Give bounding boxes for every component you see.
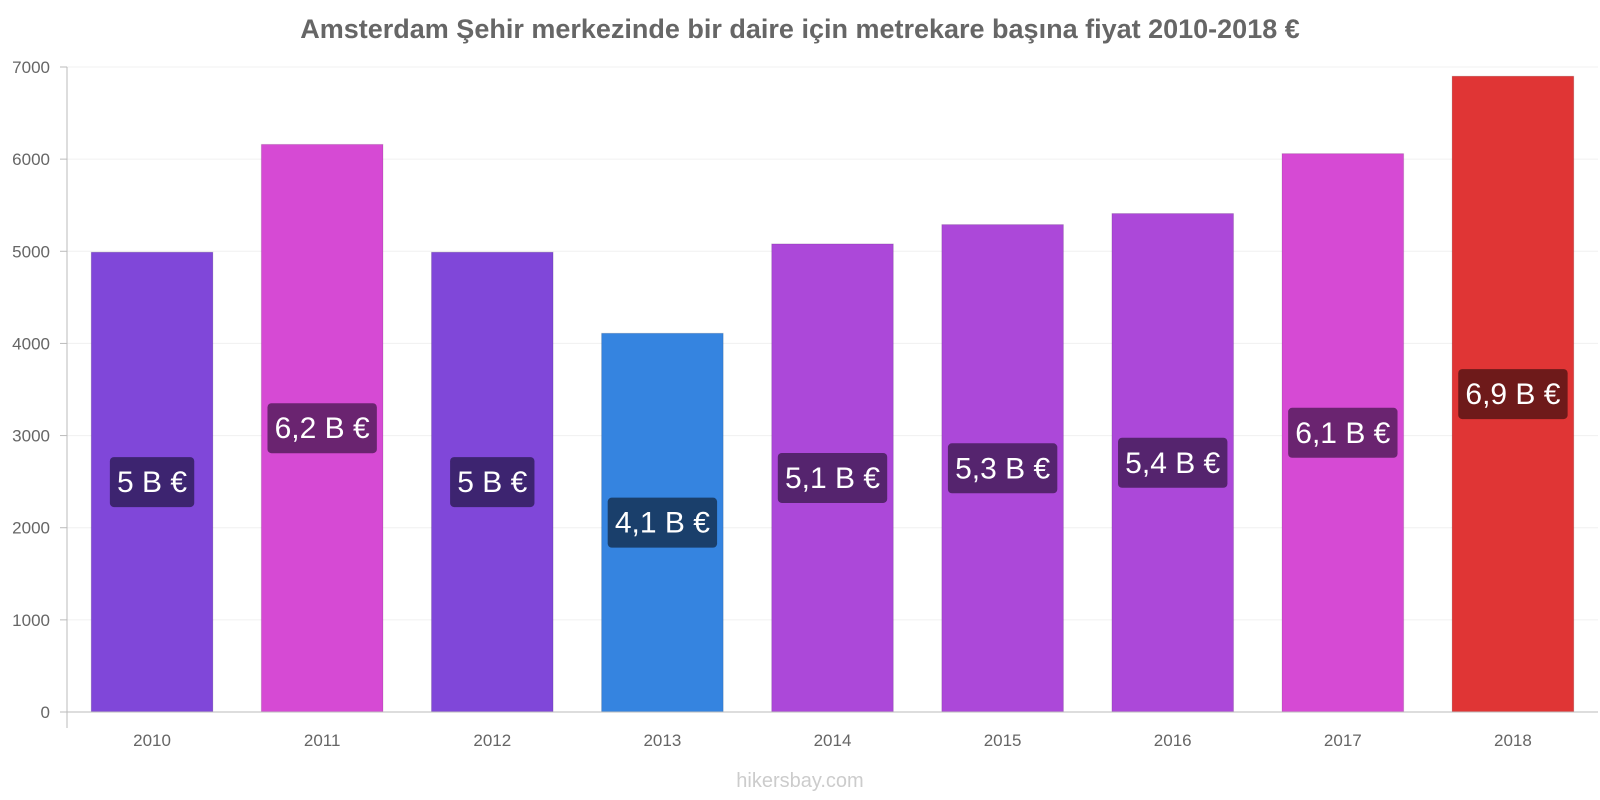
data-label-box [267, 403, 377, 454]
data-label-text: 6,2 B € [275, 412, 370, 445]
data-label-box [109, 457, 195, 508]
x-tick-label: 2017 [1324, 731, 1362, 750]
bars [90, 75, 1575, 713]
data-label-text: 5 B € [117, 466, 187, 499]
x-tick-label: 2014 [814, 731, 852, 750]
x-tick-label: 2010 [133, 731, 171, 750]
data-label-text: 5 B € [457, 466, 527, 499]
y-tick-label: 3000 [12, 427, 50, 446]
x-tick-label: 2013 [643, 731, 681, 750]
data-label-text: 5,4 B € [1125, 447, 1220, 480]
watermark: hikersbay.com [736, 770, 864, 792]
x-tick-label: 2012 [473, 731, 511, 750]
chart-title: Amsterdam Şehir merkezinde bir daire içi… [300, 14, 1300, 44]
x-tick-label: 2016 [1154, 731, 1192, 750]
data-labels: 5 B € 6,2 B € 5 B € 4,1 B € 5,1 B € 5,3 B € 5,… [109, 369, 1568, 548]
y-tick-label: 5000 [12, 242, 50, 261]
x-tick-label: 2018 [1494, 731, 1532, 750]
data-label-box [607, 497, 718, 548]
data-label-text: 6,9 B € [1465, 378, 1560, 411]
y-tick-label: 7000 [12, 58, 50, 77]
data-label-text: 5,1 B € [785, 462, 880, 495]
y-tick-label: 2000 [12, 519, 50, 538]
data-label-box [450, 457, 535, 508]
y-tick-label: 1000 [12, 611, 50, 630]
data-label-box [1288, 407, 1398, 458]
y-tick-label: 6000 [12, 150, 50, 169]
x-tick-label: 2011 [304, 731, 341, 750]
y-tick-label: 0 [41, 703, 50, 722]
x-tick-label: 2015 [984, 731, 1022, 750]
data-label-text: 5,3 B € [955, 452, 1050, 485]
data-label-box [777, 452, 888, 503]
data-label-box [1118, 437, 1228, 488]
y-tick-label: 4000 [12, 334, 50, 353]
data-label-text: 4,1 B € [615, 507, 710, 540]
data-label-text: 6,1 B € [1295, 417, 1390, 450]
axes: 0 1000 2000 3000 4000 5000 6000 7000 2010 2011 201… [12, 58, 1598, 750]
data-label-box [1458, 369, 1568, 420]
data-label-box [947, 443, 1058, 494]
